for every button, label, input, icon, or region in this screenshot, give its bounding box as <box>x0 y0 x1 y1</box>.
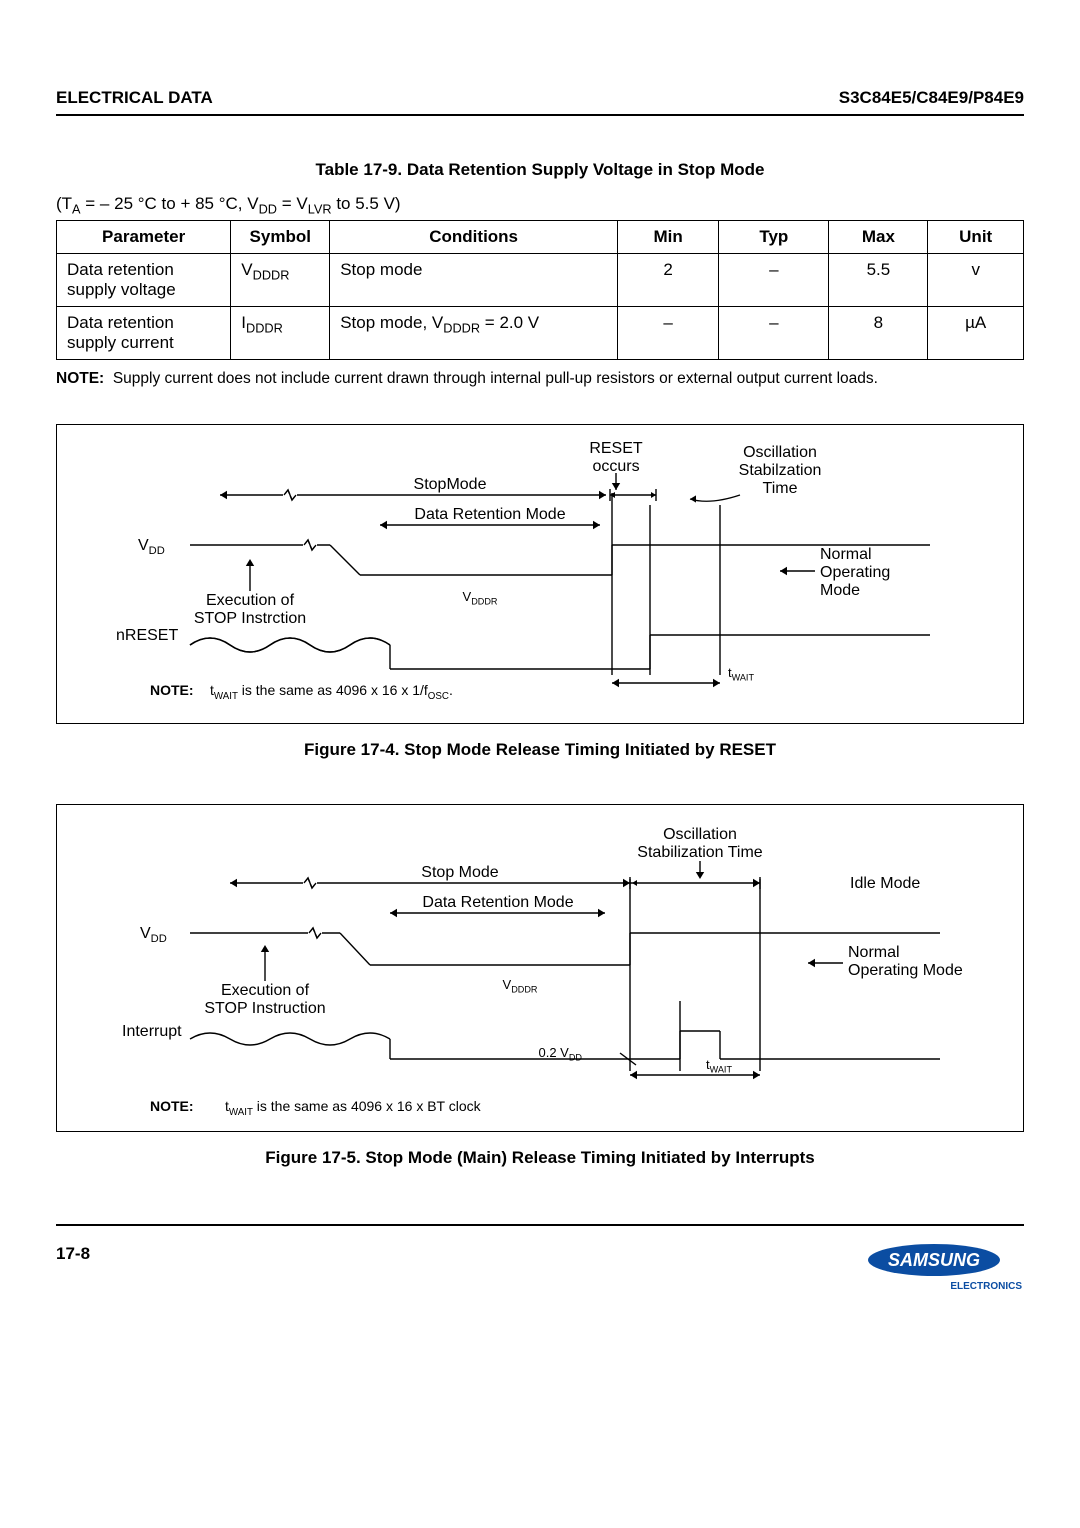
svg-text:VDDDR: VDDDR <box>503 977 538 994</box>
svg-text:occurs: occurs <box>592 458 639 475</box>
header-row: ParameterSymbolConditionsMinTypMaxUnit <box>57 221 1024 254</box>
logo-subtext: ELECTRONICS <box>950 1281 1022 1292</box>
col-header: Unit <box>928 221 1024 254</box>
page-number: 17-8 <box>56 1244 90 1264</box>
col-header: Min <box>618 221 719 254</box>
figure-17-5: OscillationStabilization Time Stop Mode Id… <box>56 804 1024 1132</box>
svg-text:VDD: VDD <box>138 537 165 557</box>
svg-text:Idle Mode: Idle Mode <box>850 875 920 892</box>
svg-text:Execution of: Execution of <box>206 592 295 609</box>
figure-17-4-caption: Figure 17-4. Stop Mode Release Timing In… <box>56 740 1024 760</box>
svg-text:Oscillation: Oscillation <box>743 444 817 461</box>
svg-text:Normal: Normal <box>848 944 900 961</box>
samsung-logo: SAMSUNG ELECTRONICS <box>864 1244 1024 1297</box>
col-header: Max <box>829 221 928 254</box>
svg-text:Normal: Normal <box>820 546 872 563</box>
table-row: Data retention supply voltageVDDDRStop m… <box>57 254 1024 307</box>
data-table: ParameterSymbolConditionsMinTypMaxUnit D… <box>56 220 1024 360</box>
svg-text:Execution of: Execution of <box>221 982 310 999</box>
svg-text:0.2 VDD: 0.2 VDD <box>539 1045 583 1062</box>
page: ELECTRICAL DATA S3C84E5/C84E9/P84E9 Tabl… <box>0 0 1080 1337</box>
col-header: Parameter <box>57 221 231 254</box>
svg-text:nRESET: nRESET <box>116 627 178 644</box>
svg-text:STOP Instruction: STOP Instruction <box>204 1000 325 1017</box>
svg-text:tWAIT is the same as 4096 x 16: tWAIT is the same as 4096 x 16 x 1/fOSC. <box>210 682 453 702</box>
svg-text:Stabilization Time: Stabilization Time <box>637 844 762 861</box>
logo-text: SAMSUNG <box>888 1250 980 1270</box>
header-left: ELECTRICAL DATA <box>56 88 213 108</box>
svg-text:Stop Mode: Stop Mode <box>421 864 498 881</box>
svg-text:RESET: RESET <box>589 440 643 457</box>
svg-text:Operating Mode: Operating Mode <box>848 962 963 979</box>
svg-text:Mode: Mode <box>820 582 860 599</box>
figure-17-4: RESEToccurs OscillationStabilzationTime St… <box>56 424 1024 724</box>
table-row: Data retention supply currentIDDDRStop m… <box>57 307 1024 360</box>
svg-text:Data Retention Mode: Data Retention Mode <box>422 894 573 911</box>
svg-text:NOTE:: NOTE: <box>150 682 194 698</box>
svg-text:VDDDR: VDDDR <box>463 589 498 606</box>
col-header: Symbol <box>231 221 330 254</box>
svg-text:Time: Time <box>763 480 798 497</box>
svg-text:STOP Instrction: STOP Instrction <box>194 610 306 627</box>
col-header: Conditions <box>330 221 618 254</box>
svg-text:VDD: VDD <box>140 925 167 945</box>
page-footer: 17-8 SAMSUNG ELECTRONICS <box>56 1224 1024 1297</box>
header-right: S3C84E5/C84E9/P84E9 <box>839 88 1024 108</box>
svg-text:Oscillation: Oscillation <box>663 826 737 843</box>
col-header: Typ <box>719 221 829 254</box>
table-conditions: (TA = – 25 °C to + 85 °C, VDD = VLVR to … <box>56 194 1024 216</box>
table-caption: Table 17-9. Data Retention Supply Voltag… <box>56 160 1024 180</box>
figure-17-5-caption: Figure 17-5. Stop Mode (Main) Release Ti… <box>56 1148 1024 1168</box>
svg-text:Interrupt: Interrupt <box>122 1023 182 1040</box>
svg-text:Operating: Operating <box>820 564 890 581</box>
svg-text:StopMode: StopMode <box>414 476 487 493</box>
svg-text:tWAIT: tWAIT <box>728 665 754 682</box>
table-note: NOTE: Supply current does not include cu… <box>56 370 1024 388</box>
svg-text:Stabilzation: Stabilzation <box>739 462 822 479</box>
page-header: ELECTRICAL DATA S3C84E5/C84E9/P84E9 <box>56 88 1024 116</box>
svg-text:NOTE:: NOTE: <box>150 1098 194 1114</box>
svg-text:Data Retention Mode: Data Retention Mode <box>414 506 565 523</box>
svg-text:tWAIT is the same as 4096 x 16: tWAIT is the same as 4096 x 16 x BT cloc… <box>225 1098 482 1118</box>
